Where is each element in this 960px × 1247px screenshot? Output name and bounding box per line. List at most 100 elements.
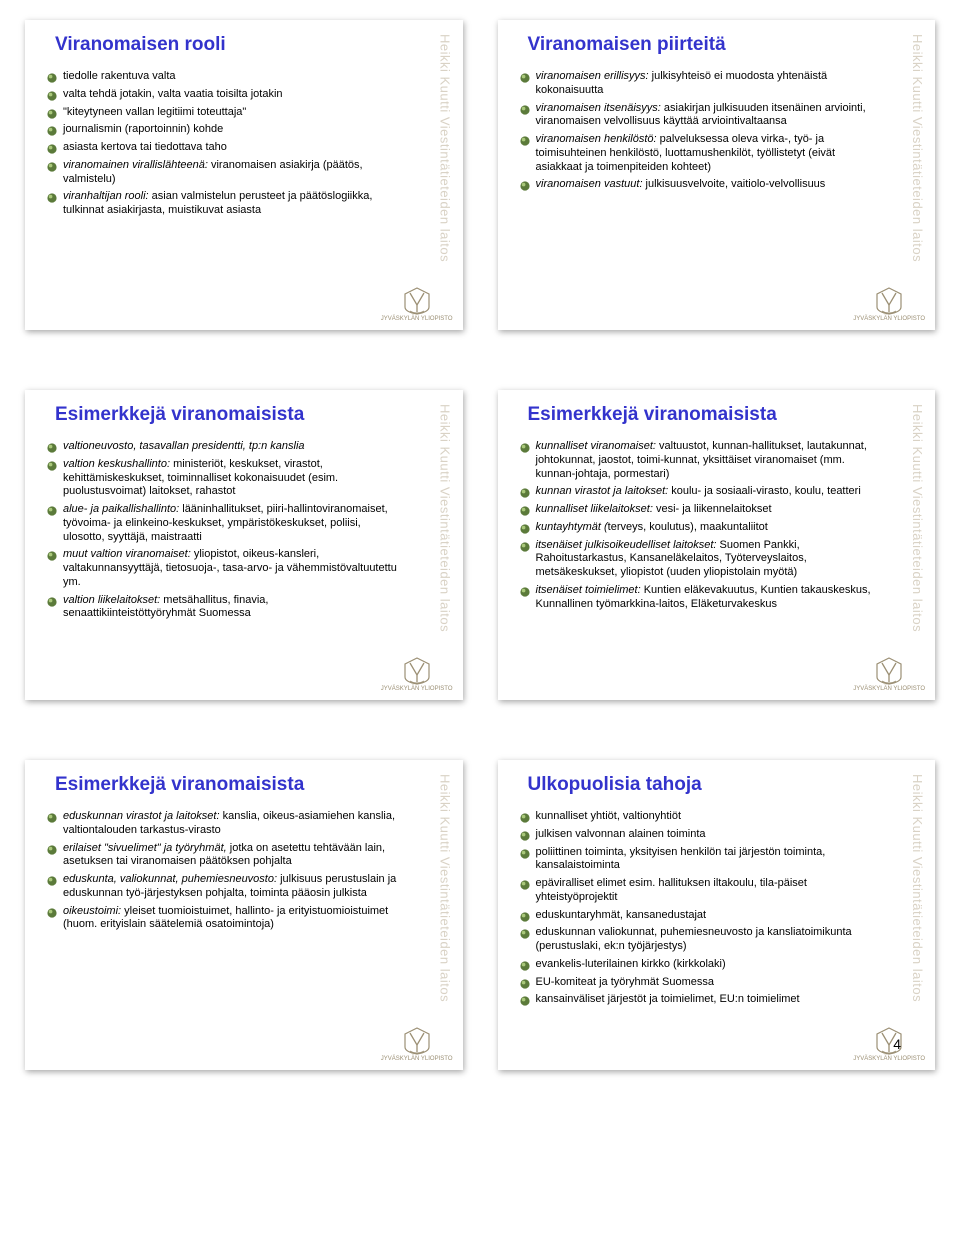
bullet-item: viranomainen virallislähteenä: viranomai… bbox=[47, 159, 401, 187]
bullet-icon bbox=[47, 162, 57, 172]
side-attribution: Heikki Kuutti Viestintätieteiden laitos bbox=[910, 34, 925, 294]
bullet-item: kansainväliset järjestöt ja toimielimet,… bbox=[520, 993, 874, 1007]
bullet-icon bbox=[520, 587, 530, 597]
bullet-text: kunnalliset yhtiöt, valtionyhtiöt bbox=[536, 810, 682, 824]
bullet-item: valtion keskushallinto: ministeriöt, kes… bbox=[47, 458, 401, 499]
slide-title: Esimerkkejä viranomaisista bbox=[528, 404, 918, 426]
side-attribution: Heikki Kuutti Viestintätieteiden laitos bbox=[438, 34, 453, 294]
bullet-text: itsenäiset julkisoikeudelliset laitokset… bbox=[536, 539, 874, 580]
bullet-icon bbox=[47, 876, 57, 886]
bullet-item: evankelis-luterilainen kirkko (kirkkolak… bbox=[520, 958, 874, 972]
university-logo: JYVÄSKYLÄN YLIOPISTO bbox=[853, 1025, 925, 1062]
slide: Esimerkkejä viranomaisista eduskunnan vi… bbox=[25, 760, 463, 1070]
side-attribution: Heikki Kuutti Viestintätieteiden laitos bbox=[910, 404, 925, 664]
bullet-icon bbox=[520, 443, 530, 453]
bullet-text: poliittinen toiminta, yksityisen henkilö… bbox=[536, 846, 874, 874]
bullet-icon bbox=[520, 831, 530, 841]
bullet-icon bbox=[47, 845, 57, 855]
bullet-item: epäviralliset elimet esim. hallituksen i… bbox=[520, 877, 874, 905]
bullet-item: EU-komiteat ja työryhmät Suomessa bbox=[520, 976, 874, 990]
university-logo: JYVÄSKYLÄN YLIOPISTO bbox=[381, 285, 453, 322]
university-logo: JYVÄSKYLÄN YLIOPISTO bbox=[853, 655, 925, 692]
bullet-icon bbox=[520, 979, 530, 989]
bullet-item: poliittinen toiminta, yksityisen henkilö… bbox=[520, 846, 874, 874]
bullet-text: tiedolle rakentuva valta bbox=[63, 70, 176, 84]
bullet-icon bbox=[47, 551, 57, 561]
bullet-text: viranomainen virallislähteenä: viranomai… bbox=[63, 159, 401, 187]
bullet-icon bbox=[520, 506, 530, 516]
bullet-text: asiasta kertova tai tiedottava taho bbox=[63, 141, 227, 155]
slide-body: viranomaisen erillisyys: julkisyhteisö e… bbox=[516, 70, 918, 192]
bullet-item: itsenäiset julkisoikeudelliset laitokset… bbox=[520, 539, 874, 580]
bullet-text: kansainväliset järjestöt ja toimielimet,… bbox=[536, 993, 800, 1007]
bullet-icon bbox=[520, 929, 530, 939]
bullet-icon bbox=[47, 144, 57, 154]
bullet-icon bbox=[47, 193, 57, 203]
bullet-icon bbox=[520, 961, 530, 971]
slide: Esimerkkejä viranomaisista kunnalliset v… bbox=[498, 390, 936, 700]
page-number: 4 bbox=[893, 1036, 901, 1052]
bullet-text: EU-komiteat ja työryhmät Suomessa bbox=[536, 976, 715, 990]
bullet-text: journalismin (raportoinnin) kohde bbox=[63, 123, 223, 137]
bullet-text: viranomaisen vastuut: julkisuusvelvoite,… bbox=[536, 178, 826, 192]
bullet-icon bbox=[520, 524, 530, 534]
slide: Ulkopuolisia tahoja kunnalliset yhtiöt, … bbox=[498, 760, 936, 1070]
bullet-item: viranomaisen erillisyys: julkisyhteisö e… bbox=[520, 70, 874, 98]
university-logo: JYVÄSKYLÄN YLIOPISTO bbox=[853, 285, 925, 322]
bullet-text: kunnalliset viranomaiset: valtuustot, ku… bbox=[536, 440, 874, 481]
bullet-item: kunnalliset yhtiöt, valtionyhtiöt bbox=[520, 810, 874, 824]
slide: Esimerkkejä viranomaisista valtioneuvost… bbox=[25, 390, 463, 700]
bullet-text: viranomaisen henkilöstö: palveluksessa o… bbox=[536, 133, 874, 174]
bullet-icon bbox=[47, 73, 57, 83]
bullet-text: viranhaltijan rooli: asian valmistelun p… bbox=[63, 190, 401, 218]
slide-title: Esimerkkejä viranomaisista bbox=[55, 404, 445, 426]
bullet-icon bbox=[520, 996, 530, 1006]
bullet-text: valta tehdä jotakin, valta vaatia toisil… bbox=[63, 88, 283, 102]
slide-title: Viranomaisen rooli bbox=[55, 34, 445, 56]
slide-title: Viranomaisen piirteitä bbox=[528, 34, 918, 56]
bullet-text: kunnalliset liikelaitokset: vesi- ja lii… bbox=[536, 503, 772, 517]
slides-grid: Viranomaisen rooli tiedolle rakentuva va… bbox=[25, 20, 935, 1070]
bullet-item: viranomaisen itsenäisyys: asiakirjan jul… bbox=[520, 102, 874, 130]
bullet-icon bbox=[47, 506, 57, 516]
bullet-item: muut valtion viranomaiset: yliopistot, o… bbox=[47, 548, 401, 589]
bullet-text: valtioneuvosto, tasavallan presidentti, … bbox=[63, 440, 305, 454]
bullet-item: valtion liikelaitokset: metsähallitus, f… bbox=[47, 594, 401, 622]
bullet-item: erilaiset "sivuelimet" ja työryhmät, jot… bbox=[47, 842, 401, 870]
slide-title: Esimerkkejä viranomaisista bbox=[55, 774, 445, 796]
bullet-text: eduskunnan valiokunnat, puhemiesneuvosto… bbox=[536, 926, 874, 954]
slide: Viranomaisen rooli tiedolle rakentuva va… bbox=[25, 20, 463, 330]
bullet-text: erilaiset "sivuelimet" ja työryhmät, jot… bbox=[63, 842, 401, 870]
bullet-icon bbox=[47, 461, 57, 471]
bullet-icon bbox=[520, 136, 530, 146]
bullet-item: asiasta kertova tai tiedottava taho bbox=[47, 141, 401, 155]
bullet-text: itsenäiset toimielimet: Kuntien eläkevak… bbox=[536, 584, 874, 612]
university-logo: JYVÄSKYLÄN YLIOPISTO bbox=[381, 655, 453, 692]
bullet-icon bbox=[47, 109, 57, 119]
slide-body: kunnalliset yhtiöt, valtionyhtiöt julkis… bbox=[516, 810, 918, 1007]
bullet-item: alue- ja paikallishallinto: lääninhallit… bbox=[47, 503, 401, 544]
university-logo: JYVÄSKYLÄN YLIOPISTO bbox=[381, 1025, 453, 1062]
bullet-text: alue- ja paikallishallinto: lääninhallit… bbox=[63, 503, 401, 544]
bullet-icon bbox=[520, 880, 530, 890]
bullet-item: eduskunnan valiokunnat, puhemiesneuvosto… bbox=[520, 926, 874, 954]
slide: Viranomaisen piirteitä viranomaisen eril… bbox=[498, 20, 936, 330]
bullet-item: viranhaltijan rooli: asian valmistelun p… bbox=[47, 190, 401, 218]
bullet-item: valta tehdä jotakin, valta vaatia toisil… bbox=[47, 88, 401, 102]
bullet-item: kuntayhtymät (terveys, koulutus), maakun… bbox=[520, 521, 874, 535]
bullet-text: evankelis-luterilainen kirkko (kirkkolak… bbox=[536, 958, 726, 972]
bullet-item: julkisen valvonnan alainen toiminta bbox=[520, 828, 874, 842]
bullet-text: oikeustoimi: yleiset tuomioistuimet, hal… bbox=[63, 905, 401, 933]
bullet-text: julkisen valvonnan alainen toiminta bbox=[536, 828, 706, 842]
bullet-icon bbox=[47, 813, 57, 823]
bullet-text: valtion liikelaitokset: metsähallitus, f… bbox=[63, 594, 401, 622]
bullet-icon bbox=[47, 908, 57, 918]
bullet-item: eduskunnan virastot ja laitokset: kansli… bbox=[47, 810, 401, 838]
slide-body: valtioneuvosto, tasavallan presidentti, … bbox=[43, 440, 445, 621]
bullet-text: viranomaisen itsenäisyys: asiakirjan jul… bbox=[536, 102, 874, 130]
slide-body: eduskunnan virastot ja laitokset: kansli… bbox=[43, 810, 445, 932]
bullet-text: eduskunta, valiokunnat, puhemiesneuvosto… bbox=[63, 873, 401, 901]
side-attribution: Heikki Kuutti Viestintätieteiden laitos bbox=[910, 774, 925, 1034]
bullet-item: oikeustoimi: yleiset tuomioistuimet, hal… bbox=[47, 905, 401, 933]
bullet-icon bbox=[47, 443, 57, 453]
